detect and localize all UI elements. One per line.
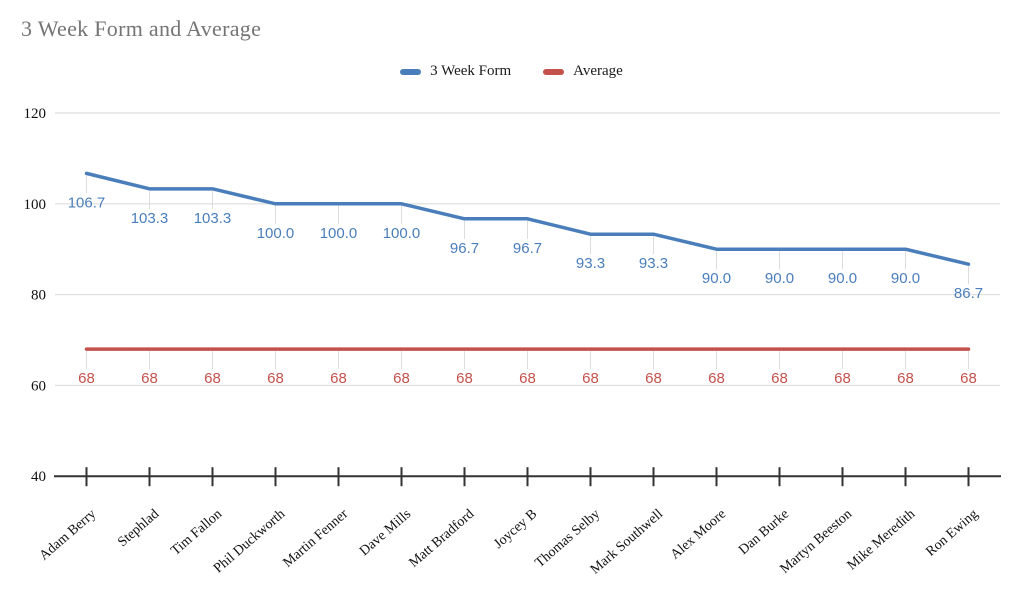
y-axis-label: 100	[24, 197, 47, 213]
x-axis-label: Joycey B	[491, 507, 540, 552]
x-axis-label: Ron Ewing	[923, 507, 981, 560]
data-label: 68	[204, 370, 221, 387]
data-label: 103.3	[131, 210, 169, 227]
data-label: 96.7	[450, 240, 479, 257]
chart-title: 3 Week Form and Average	[21, 16, 262, 41]
series-line-3-week-form	[84, 171, 971, 266]
y-axis-label: 60	[31, 378, 46, 394]
data-label: 68	[897, 370, 914, 387]
x-axis-label: Dave Mills	[357, 507, 414, 559]
x-axis-label: Mike Meredith	[845, 507, 919, 574]
data-label: 90.0	[765, 270, 794, 287]
data-label: 68	[330, 370, 347, 387]
data-label: 68	[141, 370, 158, 387]
legend-label: Average	[573, 63, 623, 79]
data-label: 86.7	[954, 285, 983, 302]
data-label: 90.0	[702, 270, 731, 287]
data-label: 100.0	[320, 225, 358, 242]
x-axis-label: Stephlad	[115, 507, 162, 550]
legend: 3 Week Form Average	[0, 63, 1023, 80]
data-label: 68	[582, 370, 599, 387]
data-label: 68	[267, 370, 284, 387]
data-label: 68	[771, 370, 788, 387]
y-axis-label: 40	[31, 469, 46, 485]
data-label: 103.3	[194, 210, 232, 227]
data-label: 68	[960, 370, 977, 387]
data-label: 68	[834, 370, 851, 387]
legend-item-3-week-form: 3 Week Form	[400, 63, 511, 80]
data-label: 68	[456, 370, 473, 387]
y-axis-label: 120	[24, 106, 47, 122]
legend-swatch-icon	[543, 68, 565, 75]
data-label: 100.0	[257, 225, 295, 242]
data-label: 106.7	[68, 194, 106, 211]
x-axis-label: Dan Burke	[736, 507, 792, 558]
data-label: 100.0	[383, 225, 421, 242]
x-axis-label: Alex Moore	[668, 507, 729, 563]
data-label: 96.7	[513, 240, 542, 257]
legend-label: 3 Week Form	[430, 63, 512, 79]
data-label: 90.0	[828, 270, 857, 287]
x-axis-label: Tim Fallon	[168, 507, 225, 559]
x-axis-label: Matt Bradford	[407, 507, 478, 571]
data-label: 68	[645, 370, 662, 387]
data-label: 93.3	[639, 255, 668, 272]
data-label: 68	[393, 370, 410, 387]
y-axis-label: 80	[31, 288, 46, 304]
legend-item-average: Average	[543, 63, 623, 80]
data-label: 90.0	[891, 270, 920, 287]
x-axis-label: Adam Berry	[37, 507, 99, 564]
data-label: 68	[78, 370, 95, 387]
data-label: 68	[708, 370, 725, 387]
legend-swatch-icon	[400, 68, 422, 75]
data-label: 68	[519, 370, 536, 387]
x-axis-label: Martin Fenner	[281, 506, 352, 570]
data-label: 93.3	[576, 255, 605, 272]
